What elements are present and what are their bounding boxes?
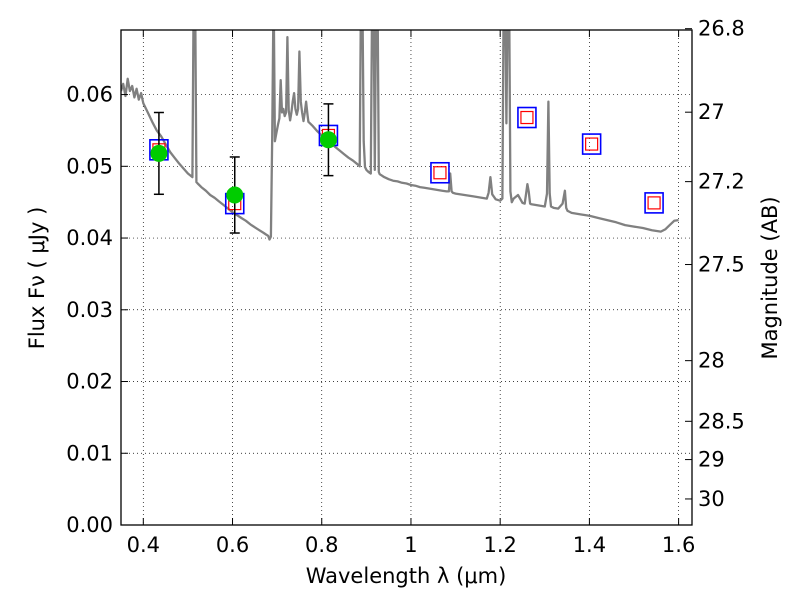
y-tick-label: 0.00 [66,513,113,537]
mag-tick-label: 30 [698,487,725,511]
photometry-points [149,103,664,234]
mag-tick-label: 27.2 [698,170,745,194]
tick-labels: 0.4 0.6 0.8 1 1.2 1.4 1.6 0.00 0.01 0.02 0.03 0.04 0… [66,17,745,557]
mag-tick-label: 29 [698,448,725,472]
mag-tick-label: 26.8 [698,17,745,41]
sed-model-line [121,30,679,241]
x-tick-label: 1.4 [573,533,606,557]
model-flux-square [644,192,664,214]
y-axis-label-left: Flux Fν ( μJy ) [25,207,49,350]
x-tick-label: 1 [404,533,417,557]
x-tick-label: 0.6 [216,533,249,557]
model-flux-inner-square [520,110,534,125]
y-tick-label: 0.01 [66,441,113,465]
y-axis-label-right: Magnitude (AB) [758,196,782,359]
y-tick-label: 0.03 [66,298,113,322]
sed-curve-group [121,30,679,241]
x-tick-label: 1.6 [662,533,695,557]
grid [121,30,692,525]
x-tick-label: 1.2 [483,533,516,557]
model-flux-square [517,106,537,129]
observed-flux-point [226,186,244,204]
mag-tick-label: 27 [698,100,725,124]
x-tick-label: 0.4 [127,533,160,557]
y-tick-label: 0.05 [66,154,113,178]
mag-tick-label: 27.5 [698,253,745,277]
axis-ticks [121,28,692,526]
y-tick-label: 0.02 [66,370,113,394]
model-flux-square [430,161,450,184]
y-tick-label: 0.04 [66,226,113,250]
observed-flux-point [150,144,168,162]
y-tick-label: 0.06 [66,83,113,107]
mag-tick-label: 28.5 [698,409,745,433]
mag-tick-label: 28 [698,349,725,373]
model-flux-inner-square [585,137,599,151]
x-tick-label: 0.8 [305,533,338,557]
plot-frame [120,29,693,526]
x-axis-label: Wavelength λ (μm) [306,564,507,588]
observed-flux-point [319,131,337,149]
model-flux-inner-square [433,166,447,180]
model-flux-square [581,133,602,155]
model-flux-inner-square [647,196,661,210]
